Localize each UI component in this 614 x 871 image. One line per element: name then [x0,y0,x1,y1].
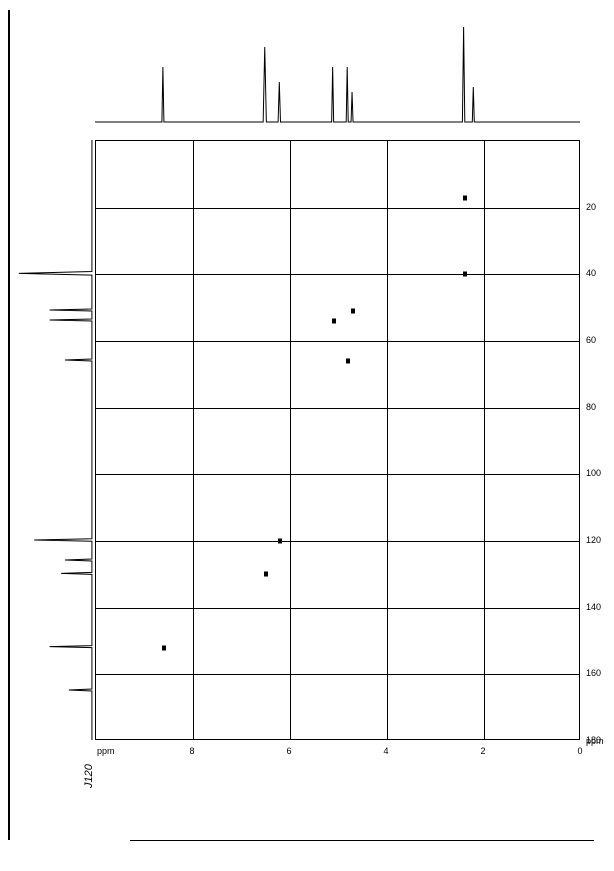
x-tick-label: 0 [577,746,582,756]
cross-peak [264,572,268,577]
x-tick-label: 2 [480,746,485,756]
grid-line-horizontal [96,208,579,209]
grid-line-horizontal [96,674,579,675]
grid-line-horizontal [96,274,579,275]
nmr-2d-figure: ppm ppm J120 024682040608010012014016018… [0,0,614,871]
y-tick-label: 80 [586,402,596,412]
cross-peak [463,195,467,200]
y-tick-label: 20 [586,202,596,212]
x-axis-unit-label: ppm [97,746,115,756]
grid-line-vertical [193,141,194,739]
cross-peak [351,309,355,314]
x-tick-label: 8 [189,746,194,756]
experiment-label: J120 [83,764,95,788]
grid-line-vertical [484,141,485,739]
y-tick-label: 40 [586,268,596,278]
y-tick-label: 180 [586,735,601,745]
x-tick-label: 6 [286,746,291,756]
top-projection-trace [95,27,580,122]
grid-line-vertical [387,141,388,739]
plot-area [95,140,580,740]
left-projection-13c [18,140,95,740]
grid-line-horizontal [96,341,579,342]
document-bottom-rule [130,840,594,841]
cross-peak [278,539,282,544]
y-tick-label: 120 [586,535,601,545]
y-tick-label: 160 [586,668,601,678]
grid-line-horizontal [96,408,579,409]
y-tick-label: 60 [586,335,596,345]
grid-line-horizontal [96,474,579,475]
top-projection-1h [95,30,580,130]
y-tick-label: 140 [586,602,601,612]
y-tick-label: 100 [586,468,601,478]
cross-peak [162,645,166,650]
grid-line-vertical [290,141,291,739]
document-left-edge [8,10,10,840]
cross-peak [463,272,467,277]
grid-line-horizontal [96,608,579,609]
grid-line-horizontal [96,541,579,542]
x-tick-label: 4 [383,746,388,756]
left-projection-trace [19,140,92,740]
cross-peak [332,319,336,324]
cross-peak [346,359,350,364]
